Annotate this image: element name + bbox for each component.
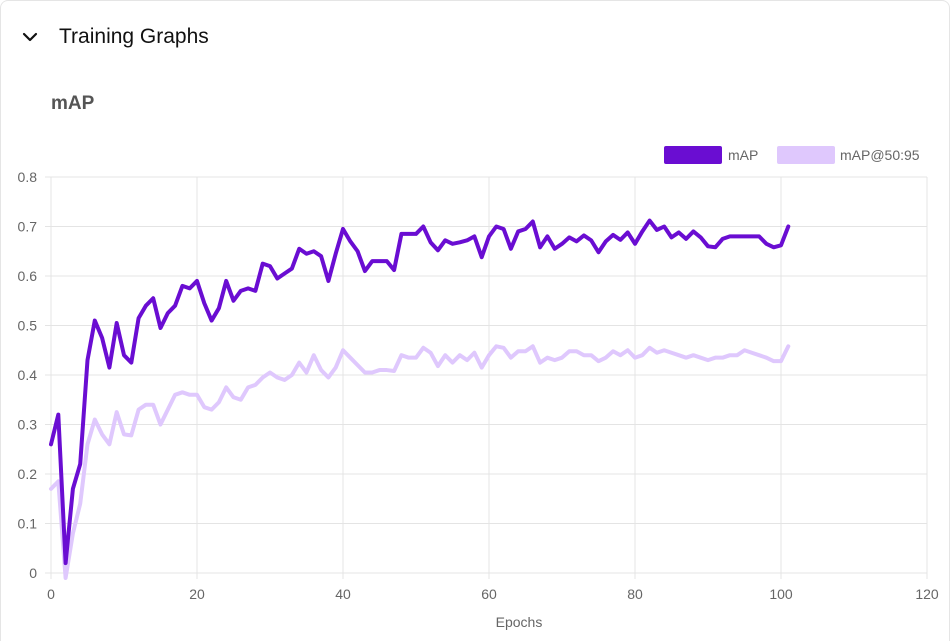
x-tick-label: 40 [335, 586, 351, 602]
x-tick-label: 80 [627, 586, 643, 602]
y-tick-label: 0.8 [18, 169, 38, 185]
y-tick-label: 0.7 [18, 219, 38, 235]
y-tick-label: 0.4 [18, 367, 38, 383]
section-title: Training Graphs [59, 25, 209, 48]
series-lines [49, 218, 791, 580]
y-tick-label: 0.6 [18, 268, 38, 284]
axis-ticks: 0 0.1 0.2 0.3 0.4 0.5 0.6 0.7 0.8 0 20 40 60 80 100 120 [18, 169, 939, 602]
x-axis-label: Epochs [496, 614, 543, 630]
legend-label: mAP@50:95 [840, 147, 920, 163]
y-tick-label: 0.2 [18, 466, 38, 482]
chart-title: mAP [51, 93, 95, 114]
grid-lines [45, 176, 928, 579]
map-line-chart: 0 0.1 0.2 0.3 0.4 0.5 0.6 0.7 0.8 0 20 40 60 80 100 120… [18, 146, 939, 630]
x-tick-label: 20 [189, 586, 205, 602]
legend-label: mAP [728, 147, 758, 163]
y-tick-label: 0.3 [18, 417, 38, 433]
y-tick-label: 0.1 [18, 516, 38, 532]
legend-swatch [664, 146, 722, 164]
series-line-map [49, 218, 791, 566]
x-tick-label: 0 [47, 586, 55, 602]
x-tick-label: 60 [481, 586, 497, 602]
legend-swatch [777, 146, 835, 164]
x-tick-label: 100 [769, 586, 793, 602]
y-tick-label: 0.5 [18, 318, 38, 334]
x-tick-label: 120 [915, 586, 939, 602]
training-graphs-toggle[interactable]: Training Graphs [19, 19, 209, 55]
series-line-map-50-95 [49, 344, 791, 580]
legend-item[interactable]: mAP@50:95 [777, 146, 920, 164]
legend[interactable]: mAP mAP@50:95 [664, 146, 920, 164]
legend-item[interactable]: mAP [664, 146, 758, 164]
chevron-down-icon[interactable] [19, 26, 41, 48]
y-tick-label: 0 [29, 565, 37, 581]
